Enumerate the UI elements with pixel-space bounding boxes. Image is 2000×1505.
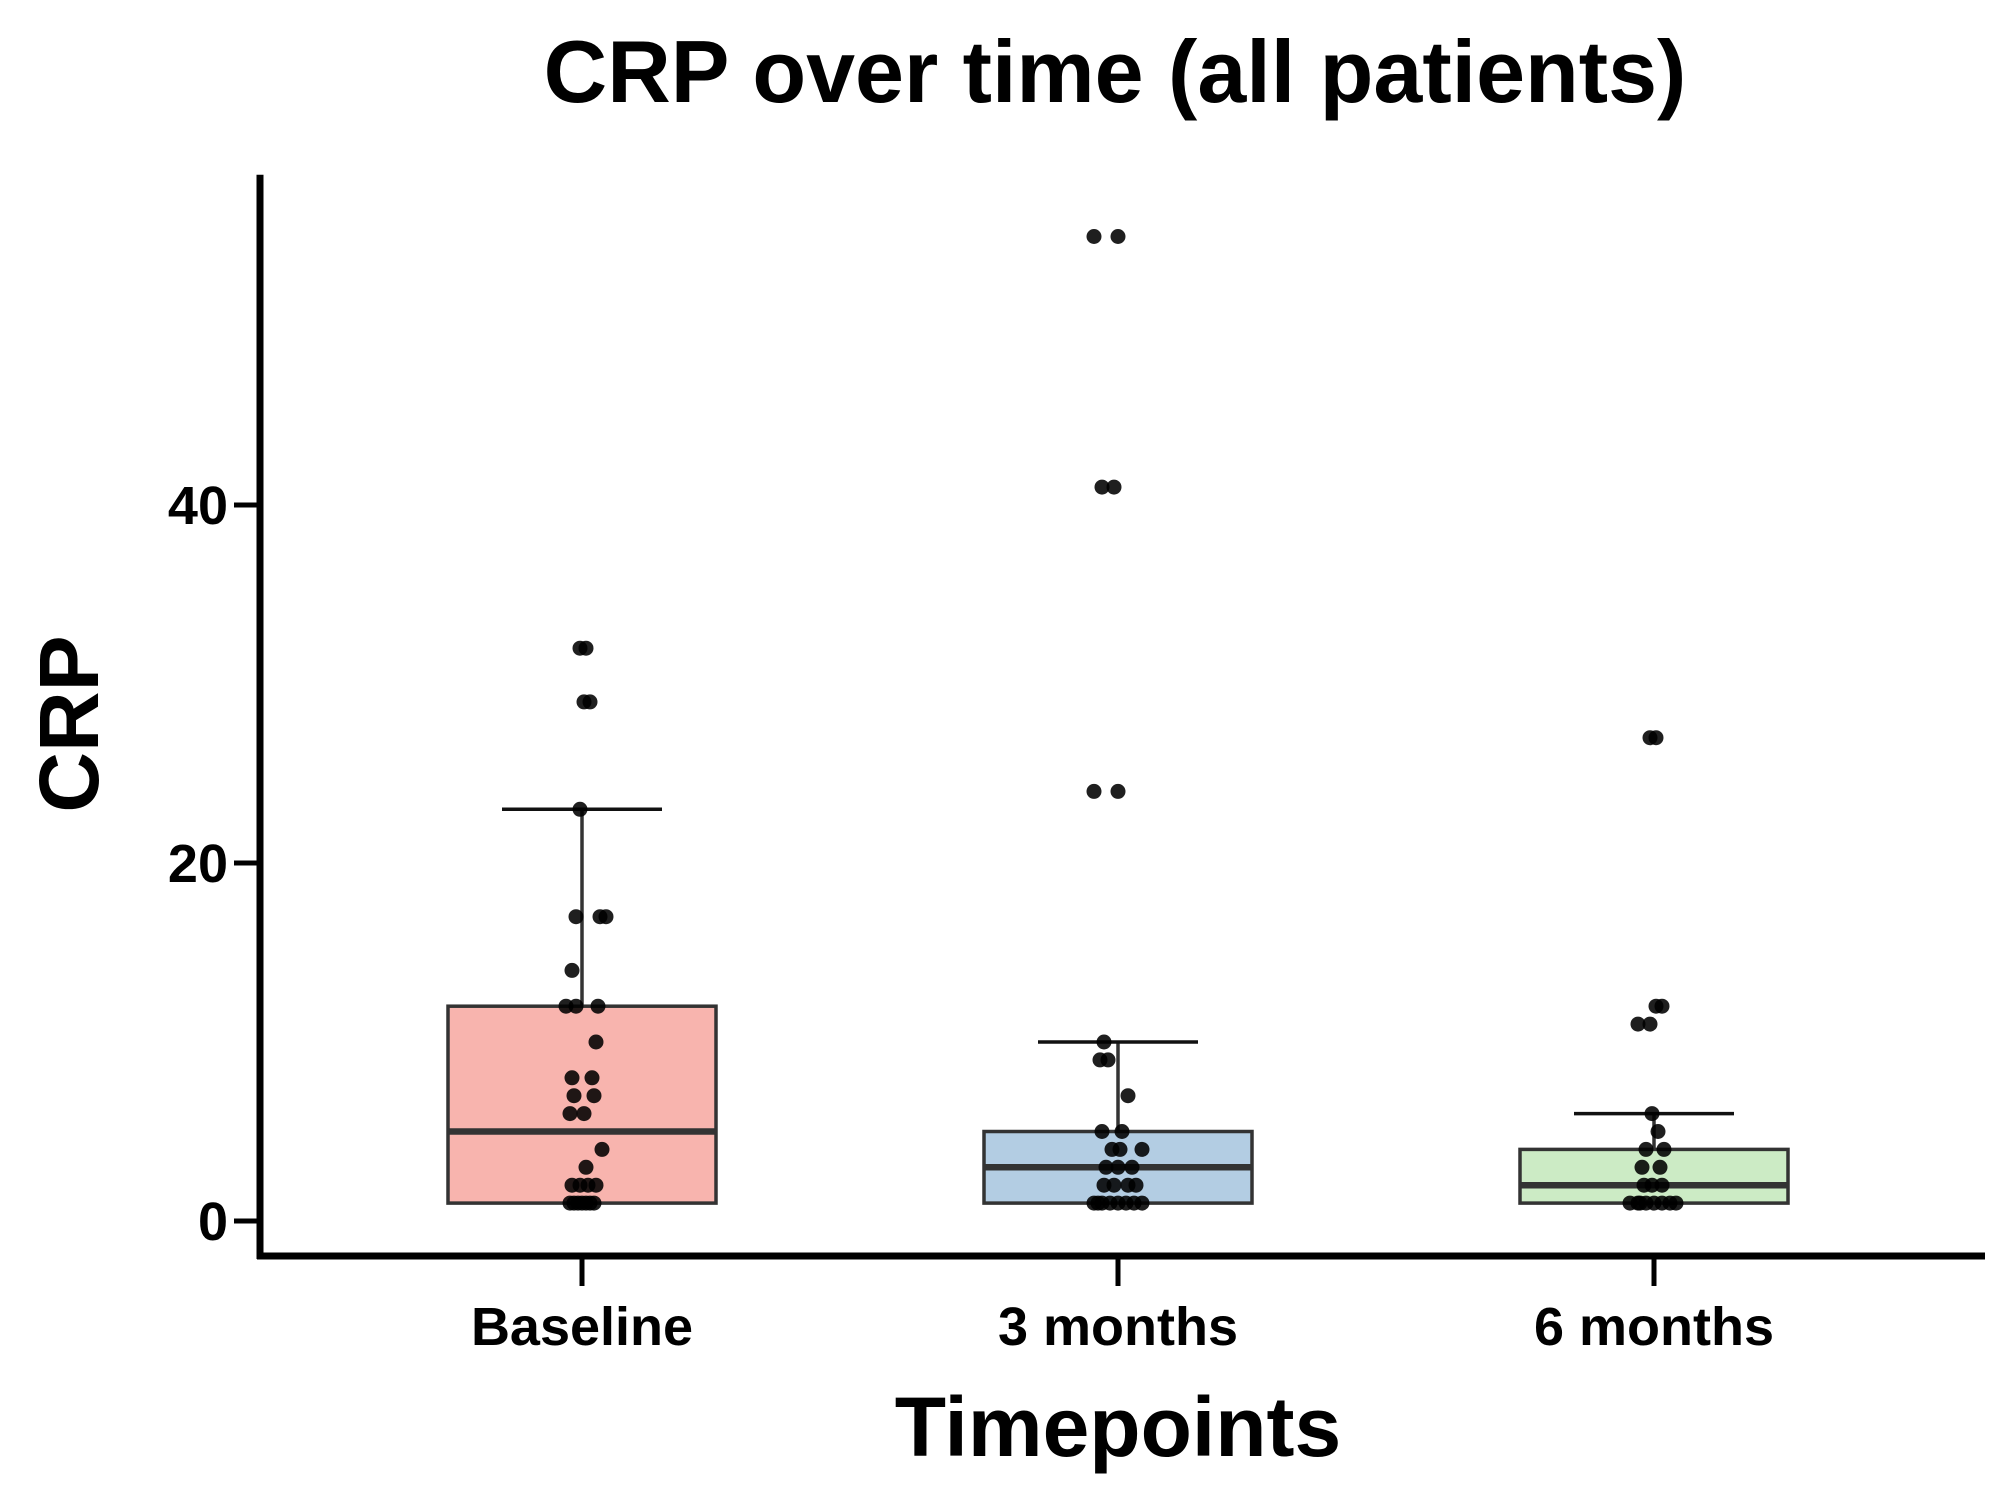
data-point (586, 1088, 602, 1104)
data-point (594, 1141, 610, 1157)
data-point (588, 1034, 604, 1050)
data-point (564, 1070, 580, 1086)
data-point (578, 640, 594, 656)
data-point (582, 694, 598, 710)
data-point (1134, 1195, 1150, 1211)
data-point (564, 962, 580, 978)
data-point (1638, 1141, 1654, 1157)
data-point (1630, 1016, 1646, 1032)
data-point (1652, 1159, 1668, 1175)
y-tick-label: 20 (168, 834, 228, 894)
data-point (1656, 1141, 1672, 1157)
data-point (572, 801, 588, 817)
data-point (1086, 783, 1102, 799)
data-point (1632, 1195, 1648, 1211)
data-point (578, 1159, 594, 1175)
data-point (1648, 730, 1664, 746)
data-point (1090, 1195, 1106, 1211)
data-point (1124, 1159, 1140, 1175)
data-point (1114, 1124, 1130, 1139)
box-6-months (1518, 1147, 1790, 1205)
data-point (574, 1195, 590, 1211)
data-point (1096, 1034, 1112, 1050)
y-tick-label: 0 (198, 1192, 228, 1252)
data-point (1110, 1159, 1126, 1175)
data-point (598, 909, 614, 925)
y-tick-label: 40 (168, 476, 228, 536)
data-point (566, 1088, 582, 1104)
data-point (1098, 1159, 1114, 1175)
data-point (1644, 1106, 1660, 1122)
data-point (562, 1106, 578, 1122)
data-point (1110, 229, 1126, 244)
data-point (1134, 1141, 1150, 1157)
data-point (1120, 1088, 1136, 1104)
chart-title: CRP over time (all patients) (544, 22, 1687, 121)
data-point (1650, 1124, 1666, 1139)
data-point (1106, 479, 1122, 495)
data-point (1086, 229, 1102, 244)
y-axis-title: CRP (22, 635, 116, 812)
data-point (1112, 1141, 1128, 1157)
data-point (568, 909, 584, 925)
data-point (590, 998, 606, 1014)
data-point (588, 1177, 604, 1193)
data-point (568, 998, 584, 1014)
data-point (1654, 998, 1670, 1014)
data-point (1094, 479, 1110, 495)
data-point (1668, 1195, 1684, 1211)
data-point (1094, 1124, 1110, 1139)
x-tick-label: 6 months (1534, 1297, 1774, 1357)
x-tick-label: Baseline (471, 1297, 693, 1357)
data-point (576, 1106, 592, 1122)
plot-area: 0 20 40 Baseline 3 months 6 months (168, 174, 1985, 1357)
data-point (1654, 1177, 1670, 1193)
data-point (1100, 1052, 1116, 1068)
data-point (1128, 1177, 1144, 1193)
data-point (1110, 783, 1126, 799)
data-point (1106, 1177, 1122, 1193)
data-point (1634, 1159, 1650, 1175)
x-axis-title: Timepoints (895, 1380, 1342, 1474)
x-tick-label: 3 months (998, 1297, 1238, 1357)
data-point (584, 1070, 600, 1086)
data-point (1642, 1016, 1658, 1032)
